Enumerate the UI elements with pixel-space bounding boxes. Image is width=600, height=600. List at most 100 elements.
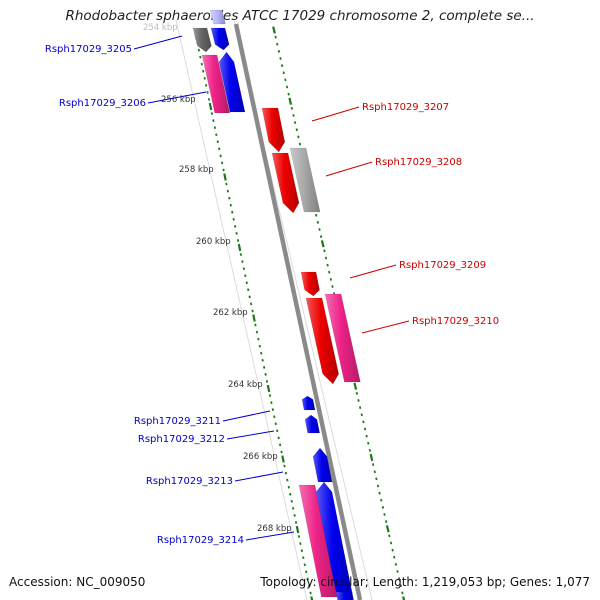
scale-tick xyxy=(324,256,328,260)
gene-feature[interactable] xyxy=(305,297,339,385)
scale-tick xyxy=(378,491,381,495)
gene-label-leader xyxy=(226,430,275,440)
scale-tick xyxy=(298,142,302,146)
gene-feature[interactable] xyxy=(271,152,300,214)
gene-label-text[interactable]: Rsph17029_3214 xyxy=(157,535,244,546)
scale-label: 260 kbp xyxy=(196,237,231,247)
scale-label: 266 kbp xyxy=(243,452,278,462)
scale-tick xyxy=(397,577,401,580)
scale-tick xyxy=(276,42,279,46)
scale-tick xyxy=(292,114,295,117)
gene-feature[interactable] xyxy=(289,147,321,213)
scale-tick xyxy=(287,92,290,96)
gene-label-rsph17029-3208[interactable]: Rsph17029_3208 xyxy=(325,157,462,177)
gene-label-leader xyxy=(325,161,373,177)
gene-label-rsph17029-3206[interactable]: Rsph17029_3206 xyxy=(59,91,207,109)
gene-label-text[interactable]: Rsph17029_3209 xyxy=(399,260,486,271)
scale-tick xyxy=(396,570,399,573)
scale-tick xyxy=(285,85,289,89)
gene-label-text[interactable]: Rsph17029_3207 xyxy=(362,102,449,113)
gene-label-rsph17029-3209[interactable]: Rsph17029_3209 xyxy=(349,260,486,279)
gene-label-rsph17029-3212[interactable]: Rsph17029_3212 xyxy=(138,430,275,445)
scale-tick xyxy=(402,596,406,600)
gene-feature[interactable] xyxy=(192,27,212,53)
gene-label-rsph17029-3207[interactable]: Rsph17029_3207 xyxy=(311,102,449,122)
scale-label: 264 kbp xyxy=(228,380,263,390)
scale-tick xyxy=(295,525,300,534)
gene-feature[interactable] xyxy=(304,414,321,434)
accession-text: Accession: NC_009050 xyxy=(9,575,146,589)
scale-tick xyxy=(401,591,404,595)
scale-tick xyxy=(365,434,368,438)
gene-label-text[interactable]: Rsph17029_3213 xyxy=(146,476,233,487)
genome-summary-text: Topology: circular; Length: 1,219,053 bp… xyxy=(260,575,590,589)
scale-tick xyxy=(319,235,323,238)
chromosome-backbone xyxy=(233,23,363,600)
gene-label-rsph17029-3213[interactable]: Rsph17029_3213 xyxy=(146,471,284,487)
scale-tick xyxy=(326,263,329,267)
gene-label-rsph17029-3205[interactable]: Rsph17029_3205 xyxy=(45,35,183,55)
gene-label-rsph17029-3214[interactable]: Rsph17029_3214 xyxy=(157,531,295,546)
scale-tick xyxy=(223,173,227,181)
scale-label: 262 kbp xyxy=(213,308,248,318)
scale-tick xyxy=(315,213,318,217)
gene-feature[interactable] xyxy=(300,271,320,297)
scale-label: 256 kbp xyxy=(161,95,196,105)
scale-tick xyxy=(328,270,331,274)
scale-tick xyxy=(383,513,386,516)
scale-tick xyxy=(357,399,360,402)
scale-tick xyxy=(272,26,276,34)
scale-tick xyxy=(368,449,372,452)
gene-label-text[interactable]: Rsph17029_3211 xyxy=(134,416,221,427)
gene-feature[interactable] xyxy=(210,27,230,51)
scale-tick xyxy=(277,50,281,53)
gene-feature[interactable] xyxy=(209,9,226,25)
scale-tick xyxy=(293,121,297,124)
scale-tick xyxy=(388,534,391,538)
scale-tick xyxy=(384,520,388,523)
scale-tick xyxy=(316,221,320,224)
gene-feature[interactable] xyxy=(201,54,231,114)
scale-tick xyxy=(266,384,271,393)
scale-tick xyxy=(360,413,363,417)
scale-tick xyxy=(362,420,365,424)
map-title: Rhodobacter sphaeroides ATCC 17029 chrom… xyxy=(65,8,535,24)
scale-tick xyxy=(371,463,375,466)
gene-label-text[interactable]: Rsph17029_3212 xyxy=(138,434,225,445)
scale-label: 258 kbp xyxy=(179,165,214,175)
gene-label-text[interactable]: Rsph17029_3210 xyxy=(412,316,499,327)
scale-tick xyxy=(381,506,385,509)
scale-tick xyxy=(237,243,242,252)
scale-tick xyxy=(208,102,213,111)
scale-tick xyxy=(385,525,390,533)
gene-feature[interactable] xyxy=(335,591,354,600)
scale-tick xyxy=(279,57,282,60)
gene-label-rsph17029-3211[interactable]: Rsph17029_3211 xyxy=(134,410,271,427)
gene-label-leader xyxy=(349,264,397,279)
gene-feature[interactable] xyxy=(218,51,246,113)
scale-tick xyxy=(394,563,398,566)
gene-label-text[interactable]: Rsph17029_3205 xyxy=(45,44,132,55)
scale-tick xyxy=(329,278,333,281)
gene-label-rsph17029-3210[interactable]: Rsph17029_3210 xyxy=(361,316,499,334)
gene-label-leader xyxy=(222,410,271,422)
scale-label: 268 kbp xyxy=(257,524,292,534)
scale-tick xyxy=(399,584,402,588)
scale-tick xyxy=(281,455,285,463)
scale-tick xyxy=(355,392,359,395)
gene-label-text[interactable]: Rsph17029_3206 xyxy=(59,98,146,109)
gene-feature[interactable] xyxy=(324,293,361,383)
scale-tick xyxy=(320,240,325,248)
scale-tick xyxy=(297,135,300,139)
scale-tick xyxy=(358,406,362,409)
gene-feature[interactable] xyxy=(312,447,333,483)
gene-feature[interactable] xyxy=(301,395,316,411)
scale-tick xyxy=(331,285,334,288)
slice-guide-line xyxy=(175,19,308,600)
gene-label-leader xyxy=(361,320,410,334)
gene-label-leader xyxy=(147,91,207,104)
gene-feature[interactable] xyxy=(261,107,286,153)
scale-tick xyxy=(310,596,314,600)
gene-label-text[interactable]: Rsph17029_3208 xyxy=(375,157,462,168)
